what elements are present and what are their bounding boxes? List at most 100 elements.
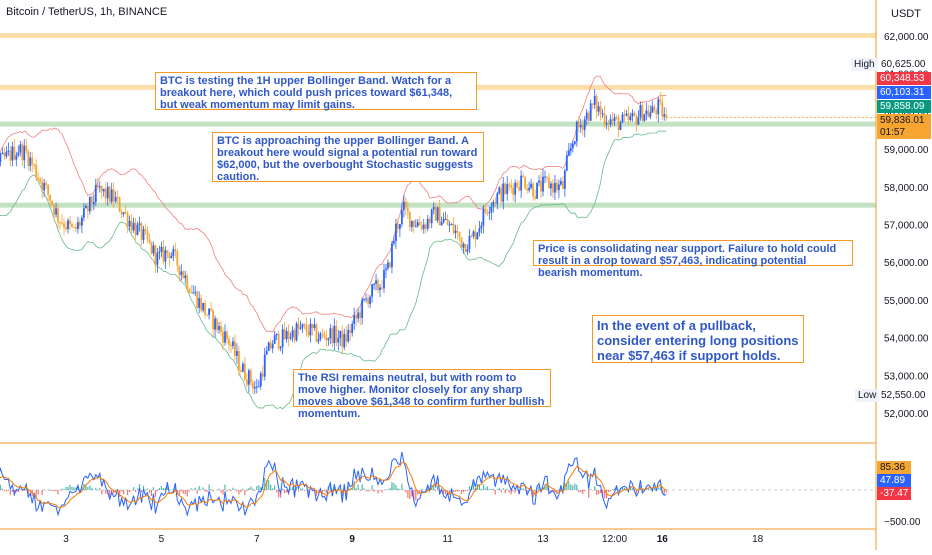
candle-body [268, 342, 270, 350]
x-tick-label: 18 [752, 534, 764, 545]
candle-body [558, 185, 560, 191]
candle-body [614, 117, 616, 121]
candle-body [37, 177, 39, 179]
osc-histogram-bar [99, 488, 100, 490]
osc-histogram-bar [469, 486, 470, 490]
candle-body [415, 226, 417, 227]
osc-histogram-bar [256, 486, 257, 490]
candle-body [172, 249, 174, 256]
osc-histogram-bar [89, 485, 90, 490]
candle-body [192, 293, 194, 294]
candle-body [417, 222, 419, 226]
candle-body [127, 213, 129, 227]
candle-body [548, 178, 550, 189]
candle-body [661, 102, 663, 117]
candle-body [222, 332, 224, 343]
candle-body [11, 147, 13, 161]
osc-histogram-bar [155, 490, 156, 497]
candle-body [262, 373, 264, 376]
osc-histogram-bar [24, 490, 25, 491]
osc-histogram-bar [272, 488, 273, 490]
candle-body [381, 287, 383, 288]
x-tick-label: 3 [63, 534, 69, 545]
candle-body [304, 324, 306, 325]
osc-histogram-bar [302, 488, 303, 490]
candle-body [437, 207, 439, 220]
candle-body [425, 224, 427, 228]
candle-body [35, 165, 37, 178]
osc-histogram-bar [181, 490, 182, 491]
candle-body [590, 103, 592, 120]
osc-histogram-bar [286, 490, 287, 493]
candle-body [568, 151, 570, 156]
candle-body [574, 141, 576, 144]
annotation-pullback: In the event of a pullback, consider ent… [592, 315, 804, 363]
osc-histogram-bar [368, 490, 369, 492]
osc-histogram-bar [248, 488, 249, 490]
candle-body [312, 324, 314, 328]
candle-body [383, 270, 385, 288]
candle-body [407, 208, 409, 212]
candle-body [580, 125, 582, 127]
osc-histogram-bar [447, 490, 448, 491]
candle-body [624, 115, 626, 116]
osc-histogram-bar [324, 490, 325, 491]
candle-body [170, 256, 172, 258]
candle-body [91, 197, 93, 204]
candle-body [290, 337, 292, 338]
osc-histogram-bar [318, 490, 319, 491]
osc-histogram-bar [362, 484, 363, 490]
candle-body [25, 146, 27, 151]
candle-body [242, 364, 244, 372]
candle-body [653, 106, 655, 110]
candle-body [639, 105, 641, 117]
candle-body [477, 233, 479, 240]
osc-histogram-bar [596, 490, 597, 495]
candle-body [566, 156, 568, 171]
bb-mid-tag: 60,103.31 [877, 86, 931, 99]
currency-label[interactable]: USDT [888, 7, 924, 21]
osc-histogram-bar [572, 485, 573, 490]
osc-histogram-bar [582, 490, 583, 494]
candle-body [616, 117, 618, 118]
candle-body [306, 325, 308, 332]
candle-body [578, 122, 580, 127]
candle-body [471, 236, 473, 237]
candle-body [218, 326, 220, 330]
candle-body [602, 113, 604, 114]
candle-body [162, 247, 164, 262]
candle-body [570, 148, 572, 150]
osc-histogram-bar [218, 489, 219, 490]
candle-body [310, 324, 312, 336]
osc-histogram-bar [145, 489, 146, 490]
candle-body [15, 155, 17, 159]
osc-histogram-bar [48, 489, 49, 490]
candle-body [449, 225, 451, 226]
candle-body [320, 334, 322, 340]
candle-body [9, 151, 11, 161]
x-tick-label: 13 [537, 534, 549, 545]
candle-body [663, 114, 665, 116]
candle-body [588, 113, 590, 121]
candle-body [323, 335, 325, 338]
osc-histogram-bar [437, 486, 438, 490]
candle-body [254, 387, 256, 388]
osc-histogram-bar [387, 489, 388, 490]
osc-histogram-bar [254, 490, 255, 491]
candle-body [638, 117, 640, 124]
candle-body [327, 338, 329, 340]
candle-body [369, 297, 371, 304]
candle-body [641, 105, 643, 121]
osc-histogram-bar [513, 490, 514, 491]
osc-histogram-bar [658, 488, 659, 490]
candle-body [29, 158, 31, 166]
candle-body [379, 287, 381, 290]
chart-title: Bitcoin / TetherUS, 1h, BINANCE [6, 6, 167, 18]
candle-body [560, 181, 562, 184]
candle-body [506, 184, 508, 194]
osc-histogram-bar [187, 490, 188, 496]
candle-body [546, 177, 548, 178]
osc-histogram-bar [485, 488, 486, 490]
low-label: Low [855, 389, 879, 402]
candle-body [391, 244, 393, 268]
